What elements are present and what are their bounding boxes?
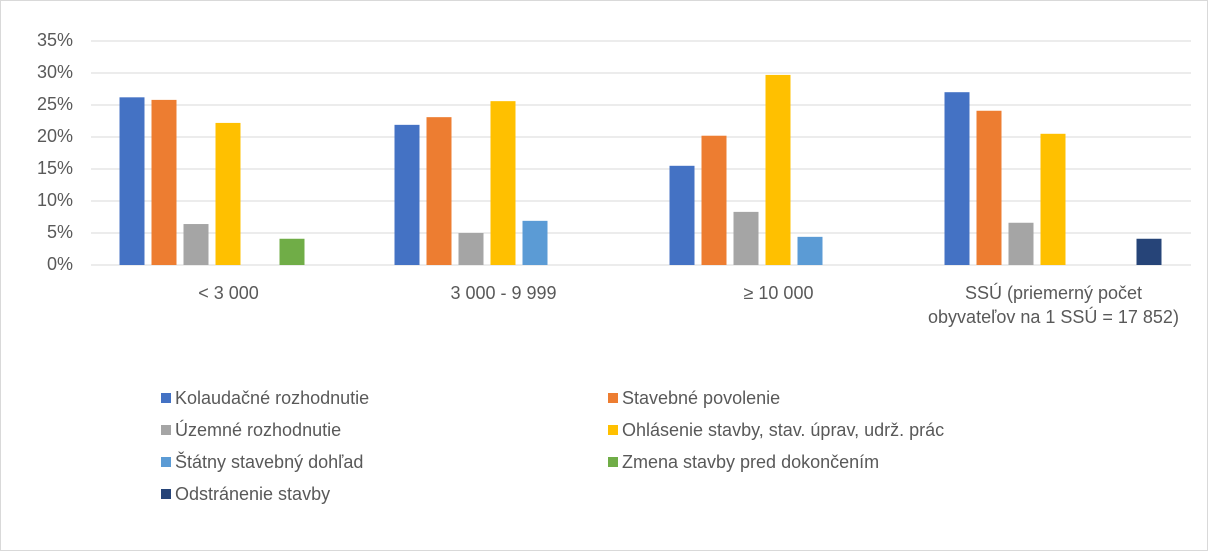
x-tick-label: SSÚ (priemerný počet obyvateľov na 1 SSÚ… — [928, 283, 1179, 327]
x-tick-label: 3 000 - 9 999 — [450, 283, 557, 303]
bar — [1040, 133, 1066, 265]
legend-label: Územné rozhodnutie — [175, 419, 341, 440]
bar — [490, 101, 516, 265]
y-tick-label: 25% — [37, 94, 73, 114]
legend-swatch — [608, 457, 618, 467]
bar — [151, 99, 177, 265]
bar — [765, 74, 791, 265]
bar — [1136, 238, 1162, 265]
y-tick-label: 30% — [37, 62, 73, 82]
bar — [669, 165, 695, 265]
legend-label: Štátny stavebný dohľad — [175, 451, 363, 472]
bar — [701, 135, 727, 265]
legend-swatch — [161, 425, 171, 435]
legend-swatch — [161, 457, 171, 467]
legend-label: Odstránenie stavby — [175, 484, 330, 504]
bar — [976, 110, 1002, 265]
legend-label: Zmena stavby pred dokončením — [622, 452, 879, 472]
legend-swatch — [161, 489, 171, 499]
y-tick-label: 5% — [47, 222, 73, 242]
bar — [394, 124, 420, 265]
y-tick-label: 35% — [37, 30, 73, 50]
bar — [119, 97, 145, 265]
legend-label: Kolaudačné rozhodnutie — [175, 388, 369, 408]
y-tick-label: 15% — [37, 158, 73, 178]
legend-label: Stavebné povolenie — [622, 388, 780, 408]
legend-label: Ohlásenie stavby, stav. úprav, udrž. prá… — [622, 420, 944, 440]
y-tick-label: 20% — [37, 126, 73, 146]
bar — [458, 233, 484, 265]
bar — [426, 117, 452, 265]
y-tick-label: 0% — [47, 254, 73, 274]
legend-swatch — [608, 393, 618, 403]
x-tick-label: < 3 000 — [198, 283, 259, 303]
bar — [1008, 222, 1034, 265]
legend-swatch — [161, 393, 171, 403]
y-tick-label: 10% — [37, 190, 73, 210]
bar — [215, 122, 241, 265]
bar — [797, 236, 823, 265]
bar — [183, 224, 209, 265]
bar — [279, 238, 305, 265]
bar — [944, 92, 970, 265]
legend-swatch — [608, 425, 618, 435]
x-tick-label: ≥ 10 000 — [743, 283, 814, 303]
bar — [522, 220, 548, 265]
bar — [733, 211, 759, 265]
